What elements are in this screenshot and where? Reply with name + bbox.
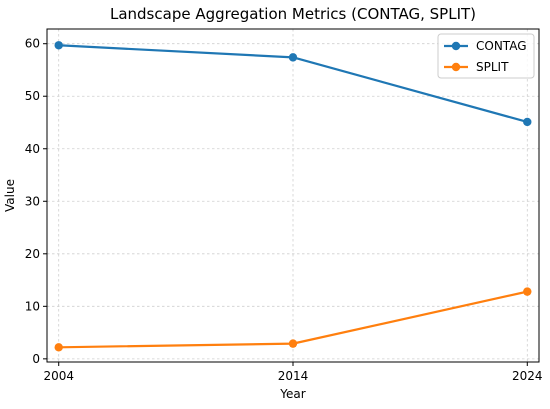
data-point-contag xyxy=(523,117,532,127)
x-tick-label: 2024 xyxy=(512,369,543,383)
series-layer xyxy=(54,41,532,352)
legend-entry-contag: CONTAG xyxy=(444,39,527,53)
legend-label-contag: CONTAG xyxy=(476,39,527,53)
x-tick-label: 2004 xyxy=(43,369,74,383)
data-point-split xyxy=(523,287,532,296)
data-point-split xyxy=(288,339,298,348)
y-tick-label: 50 xyxy=(25,89,40,103)
y-axis-label: Value xyxy=(3,179,17,212)
legend-entry-split: SPLIT xyxy=(444,60,509,74)
data-point-split xyxy=(54,343,63,352)
series-split xyxy=(54,287,532,352)
ticks: 0 10 20 30 40 50 60 2004 2014 2024 xyxy=(25,37,543,383)
series-contag xyxy=(54,41,532,127)
y-tick-label: 60 xyxy=(25,37,40,51)
x-tick-label: 2014 xyxy=(278,369,309,383)
data-point-contag xyxy=(288,53,298,62)
legend-marker-contag xyxy=(451,41,461,51)
data-point-contag xyxy=(54,41,63,50)
x-axis-label: Year xyxy=(279,387,305,401)
y-tick-label: 30 xyxy=(25,194,40,208)
y-tick-label: 40 xyxy=(25,142,40,156)
legend: CONTAG SPLIT xyxy=(437,33,535,79)
chart-title: Landscape Aggregation Metrics (CONTAG, S… xyxy=(110,5,476,23)
y-tick-label: 0 xyxy=(32,352,40,366)
y-tick-label: 20 xyxy=(25,247,40,261)
legend-marker-split xyxy=(451,62,461,72)
y-tick-label: 10 xyxy=(25,299,40,313)
legend-label-split: SPLIT xyxy=(476,60,509,74)
